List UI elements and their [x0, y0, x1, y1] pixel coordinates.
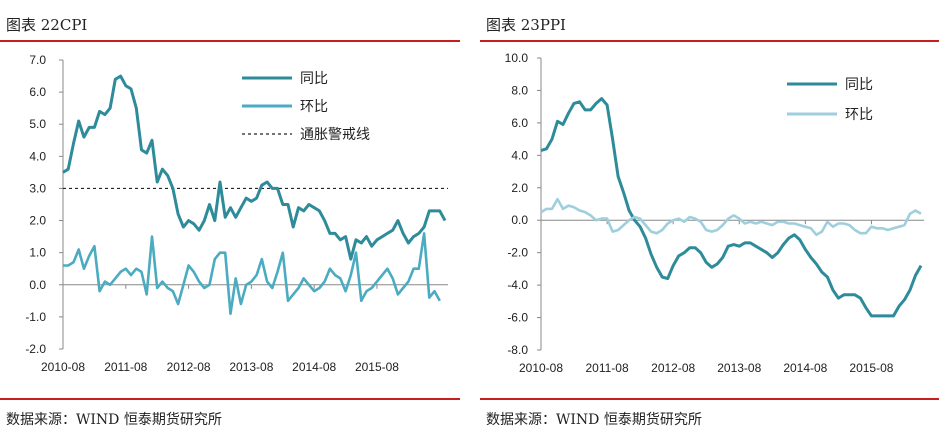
x-tick-label: 2015-08	[849, 361, 893, 375]
chart-source: 数据来源：WIND 恒泰期货研究所	[6, 412, 222, 428]
x-tick-label: 2010-08	[519, 361, 563, 375]
x-tick-label: 2015-08	[355, 360, 399, 374]
y-tick-label: 7.0	[29, 53, 46, 67]
y-tick-label: 5.0	[29, 117, 46, 131]
y-tick-label: 6.0	[511, 116, 528, 130]
y-tick-label: 6.0	[29, 85, 46, 99]
cpi-chart: 7.0 6.0 5.0 4.0 3.0 2.0 1.0 0.0 -1.0 -2.0 2010-08 2…	[25, 53, 448, 374]
y-tick-label: 3.0	[29, 181, 46, 195]
y-tick-label: 1.0	[29, 246, 46, 260]
x-tick-label: 2013-08	[229, 360, 273, 374]
legend-label: 环比	[845, 106, 873, 122]
y-tick-label: -8.0	[507, 343, 528, 357]
y-tick-label: 4.0	[29, 149, 46, 163]
source-divider	[480, 398, 939, 400]
x-tick-label: 2011-08	[104, 360, 147, 374]
chart-title: 图表 22CPI	[6, 16, 88, 34]
x-tick-label: 2012-08	[651, 361, 695, 375]
y-tick-label: -2.0	[25, 342, 46, 356]
ppi-chart: 10.0 8.0 6.0 4.0 2.0 0.0 -2.0 -4.0 -6.0 -8.0 2010-…	[505, 51, 924, 375]
y-tick-label: 10.0	[505, 51, 529, 65]
y-tick-label: 8.0	[511, 83, 528, 97]
y-tick-label: 4.0	[511, 148, 528, 162]
series-line-mom	[63, 232, 441, 316]
y-tick-label: 0.0	[29, 278, 46, 292]
y-tick-label: 0.0	[511, 213, 528, 227]
x-tick-label: 2012-08	[167, 360, 211, 374]
title-divider	[480, 40, 939, 42]
title-divider	[0, 40, 460, 42]
y-tick-label: 2.0	[29, 214, 46, 228]
cpi-panel: 图表 22CPI 7.0 6.0 5.0 4.0 3.0 2.0 1.0 0.0 -1.0 -2.…	[0, 0, 460, 439]
series-line-yoy	[62, 74, 447, 261]
y-tick-label: 2.0	[511, 181, 528, 195]
x-tick-label: 2014-08	[292, 360, 336, 374]
series-line-mom	[540, 197, 922, 237]
chart-title: 图表 23PPI	[486, 16, 566, 34]
legend-label: 环比	[300, 98, 328, 114]
y-tick-label: -6.0	[507, 311, 528, 325]
x-tick-label: 2014-08	[783, 361, 827, 375]
source-divider	[0, 398, 460, 400]
y-tick-label: -2.0	[507, 246, 528, 260]
y-tick-label: -1.0	[25, 310, 46, 324]
series-line-yoy	[540, 97, 923, 318]
ppi-panel: 图表 23PPI 10.0 8.0 6.0 4.0 2.0 0.0 -2.0 -4.0 -6.0…	[480, 0, 939, 439]
legend-label: 同比	[300, 70, 328, 86]
legend-label: 同比	[845, 76, 873, 92]
y-tick-label: -4.0	[507, 278, 528, 292]
x-tick-label: 2010-08	[41, 360, 85, 374]
chart-source: 数据来源：WIND 恒泰期货研究所	[486, 412, 702, 428]
legend-label: 通胀警戒线	[300, 126, 370, 142]
x-tick-label: 2013-08	[717, 361, 761, 375]
x-tick-label: 2011-08	[586, 361, 629, 375]
